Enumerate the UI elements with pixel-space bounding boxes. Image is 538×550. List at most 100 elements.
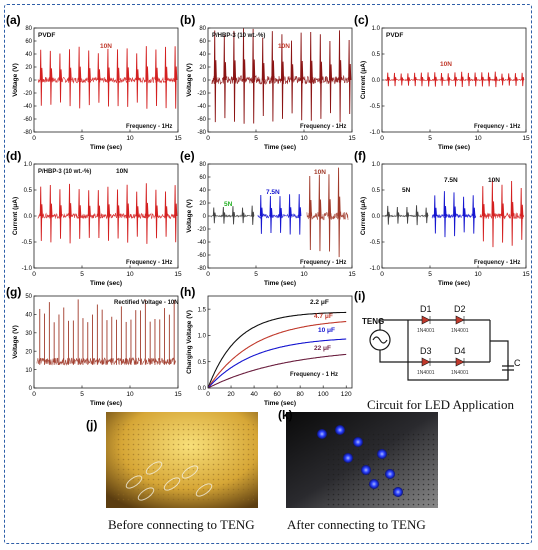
chart-h-series-group bbox=[207, 311, 347, 389]
circuit-panel-label: (i) bbox=[354, 289, 365, 303]
chart-b-ytick-label-0: -80 bbox=[197, 130, 206, 136]
chart-e-series-2-spike-0 bbox=[308, 175, 312, 251]
chart-b-series-0-spike-11 bbox=[319, 34, 323, 119]
chart-e-ytick-label-0: -80 bbox=[197, 266, 206, 272]
chart-c-ylabel: Current (μA) bbox=[360, 61, 367, 99]
chart-c-annotation-0: PVDF bbox=[386, 32, 403, 39]
chart-g-xtick-label-2: 10 bbox=[126, 391, 134, 398]
chart-g-series-0-baseline bbox=[36, 357, 176, 366]
chart-h-series-3 bbox=[207, 353, 347, 389]
chart-a-series-0-spike-1 bbox=[49, 50, 53, 105]
chart-e-series-0-spike-3 bbox=[241, 207, 245, 224]
chart-f-series-group bbox=[384, 179, 525, 248]
chart-e-ytick-label-5: 20 bbox=[199, 201, 206, 207]
chart-h-series-0 bbox=[207, 311, 347, 389]
chart-d-annotation-1: 10N bbox=[116, 168, 128, 175]
chart-d-series-0-spike-14 bbox=[174, 185, 178, 243]
chart-panel-d: (d) 0 5 10 15 -1.0 -0.5 0.0 0.5 1.0 Time (sec) Curr… bbox=[6, 148, 186, 293]
chart-c-series-0-spike-9 bbox=[447, 73, 451, 86]
chart-h-annotation-0: Frequency - 1 Hz bbox=[290, 372, 338, 378]
chart-h-xtick-label-6: 120 bbox=[341, 391, 352, 398]
chart-panel-b: (b) 0 5 10 15 -80 -60 -40 -20 0 20 40 60 80 Time (sec)… bbox=[180, 12, 360, 157]
chart-h-legend-1: 4.7 μF bbox=[314, 313, 333, 320]
chart-c-panel-label: (c) bbox=[354, 13, 369, 27]
chart-b-annotation-2: Frequency - 1Hz bbox=[300, 124, 346, 130]
chart-h-plot-area bbox=[207, 295, 353, 389]
chart-d-series-0-spike-1 bbox=[49, 185, 53, 243]
chart-e-series-1-baseline bbox=[257, 213, 301, 220]
diode-d3-label: D3 bbox=[420, 346, 432, 356]
chart-b-series-0-spike-0 bbox=[213, 30, 217, 123]
chart-c-series-0-spike-7 bbox=[433, 72, 437, 87]
chart-c-series-group bbox=[384, 71, 525, 88]
photo-before: (j) bbox=[86, 412, 258, 508]
chart-e-annotation-0: 5N bbox=[224, 201, 233, 208]
chart-h-xtick-label-4: 80 bbox=[297, 391, 305, 398]
chart-c-ytick-label-0: -1.0 bbox=[370, 130, 381, 136]
chart-f-annotation-2: 10N bbox=[488, 177, 500, 184]
chart-c-xtick-label-3: 15 bbox=[522, 135, 530, 142]
chart-e-xlabel: Time (sec) bbox=[264, 280, 296, 287]
chart-h-xtick-label-0: 0 bbox=[206, 391, 210, 398]
chart-f-series-2-spike-1 bbox=[491, 179, 495, 248]
diode-d4-part: 1N4001 bbox=[451, 370, 469, 376]
chart-d-series-0-spike-5 bbox=[87, 190, 91, 238]
chart-b-xlabel: Time (sec) bbox=[264, 144, 296, 151]
chart-e-ytick-label-1: -60 bbox=[197, 253, 206, 259]
chart-a-plot-area bbox=[33, 27, 179, 133]
chart-a-ytick-label-3: -20 bbox=[23, 91, 32, 97]
chart-d-ytick-label-0: -1.0 bbox=[22, 266, 33, 272]
chart-d-series-0-spike-13 bbox=[164, 191, 168, 237]
chart-f-annotation-3: Frequency - 1Hz bbox=[474, 260, 520, 266]
chart-e-annotation-3: Frequency - 1Hz bbox=[300, 260, 346, 266]
chart-b-series-0-spike-6 bbox=[271, 31, 275, 122]
chart-d-ytick-label-4: 1.0 bbox=[24, 162, 33, 168]
chart-a-panel-label: (a) bbox=[6, 13, 21, 27]
chart-a-ytick-label-8: 80 bbox=[25, 26, 32, 32]
chart-f-series-2-spike-0 bbox=[481, 186, 485, 242]
chart-c-xtick-label-1: 5 bbox=[428, 135, 432, 142]
chart-e-series-0-spike-4 bbox=[251, 205, 255, 225]
source-wires bbox=[379, 319, 408, 363]
chart-e-xtick-label-2: 10 bbox=[300, 271, 308, 278]
chart-c-series-0-spike-17 bbox=[501, 73, 505, 86]
capacitor-icon bbox=[502, 360, 514, 380]
chart-c-annotation-1: 10N bbox=[440, 61, 452, 68]
chart-e-ytick-label-3: -20 bbox=[197, 227, 206, 233]
ac-wave-icon bbox=[372, 336, 388, 344]
chart-d-series-0-spike-0 bbox=[39, 186, 43, 241]
chart-e-ytick-label-8: 80 bbox=[199, 162, 206, 168]
diode-d3-icon bbox=[421, 357, 431, 367]
chart-e-annotation-2: 10N bbox=[314, 169, 326, 176]
chart-c-ytick-label-3: 0.5 bbox=[372, 52, 381, 58]
chart-h-ylabel: Charging Voltage (V) bbox=[186, 310, 193, 374]
chart-b-xtick-label-3: 15 bbox=[348, 135, 356, 142]
chart-f-annotation-1: 7.5N bbox=[444, 177, 458, 184]
chart-d-ytick-label-1: -0.5 bbox=[22, 240, 33, 246]
chart-e-ytick-label-2: -40 bbox=[197, 240, 206, 246]
chart-d-annotation-0: P/HBP-3 (10 wt.-%) bbox=[38, 169, 91, 175]
chart-e-xtick-label-1: 5 bbox=[254, 271, 258, 278]
chart-a-series-0-spike-6 bbox=[97, 53, 101, 103]
chart-c-series-0-spike-0 bbox=[386, 72, 390, 87]
chart-g-xtick-label-1: 5 bbox=[80, 391, 84, 398]
chart-a-series-0-spike-0 bbox=[39, 49, 43, 106]
circuit-panel: (i) TENG D1 D2 D3 D4 C bbox=[354, 284, 534, 401]
circuit-diagram: (i) TENG D1 D2 D3 D4 C bbox=[354, 289, 521, 381]
chart-h-ytick-label-2: 1.0 bbox=[198, 334, 207, 340]
chart-panel-a: (a) 0 5 10 15 -80 -60 -40 -20 0 20 40 60 80 Time (sec)… bbox=[6, 12, 186, 157]
diode-d1-part: 1N4001 bbox=[417, 328, 435, 334]
circuit-caption: Circuit for LED Application bbox=[367, 397, 514, 412]
chart-e-series-2-baseline bbox=[306, 211, 349, 221]
chart-b-ytick-label-1: -60 bbox=[197, 117, 206, 123]
chart-a-ytick-label-6: 40 bbox=[25, 52, 32, 58]
chart-d-ylabel: Current (μA) bbox=[12, 197, 19, 235]
chart-a-series-0-spike-7 bbox=[106, 48, 111, 107]
chart-c-series-0-spike-12 bbox=[467, 72, 471, 87]
chart-a-series-group bbox=[37, 46, 178, 109]
chart-b-ylabel: Voltage (V) bbox=[186, 63, 193, 96]
chart-d-series-0-spike-10 bbox=[135, 191, 139, 237]
chart-a-series-0-spike-9 bbox=[126, 48, 130, 107]
chart-b-series-0-spike-4 bbox=[252, 28, 256, 124]
chart-f-series-0-spike-4 bbox=[425, 207, 429, 224]
